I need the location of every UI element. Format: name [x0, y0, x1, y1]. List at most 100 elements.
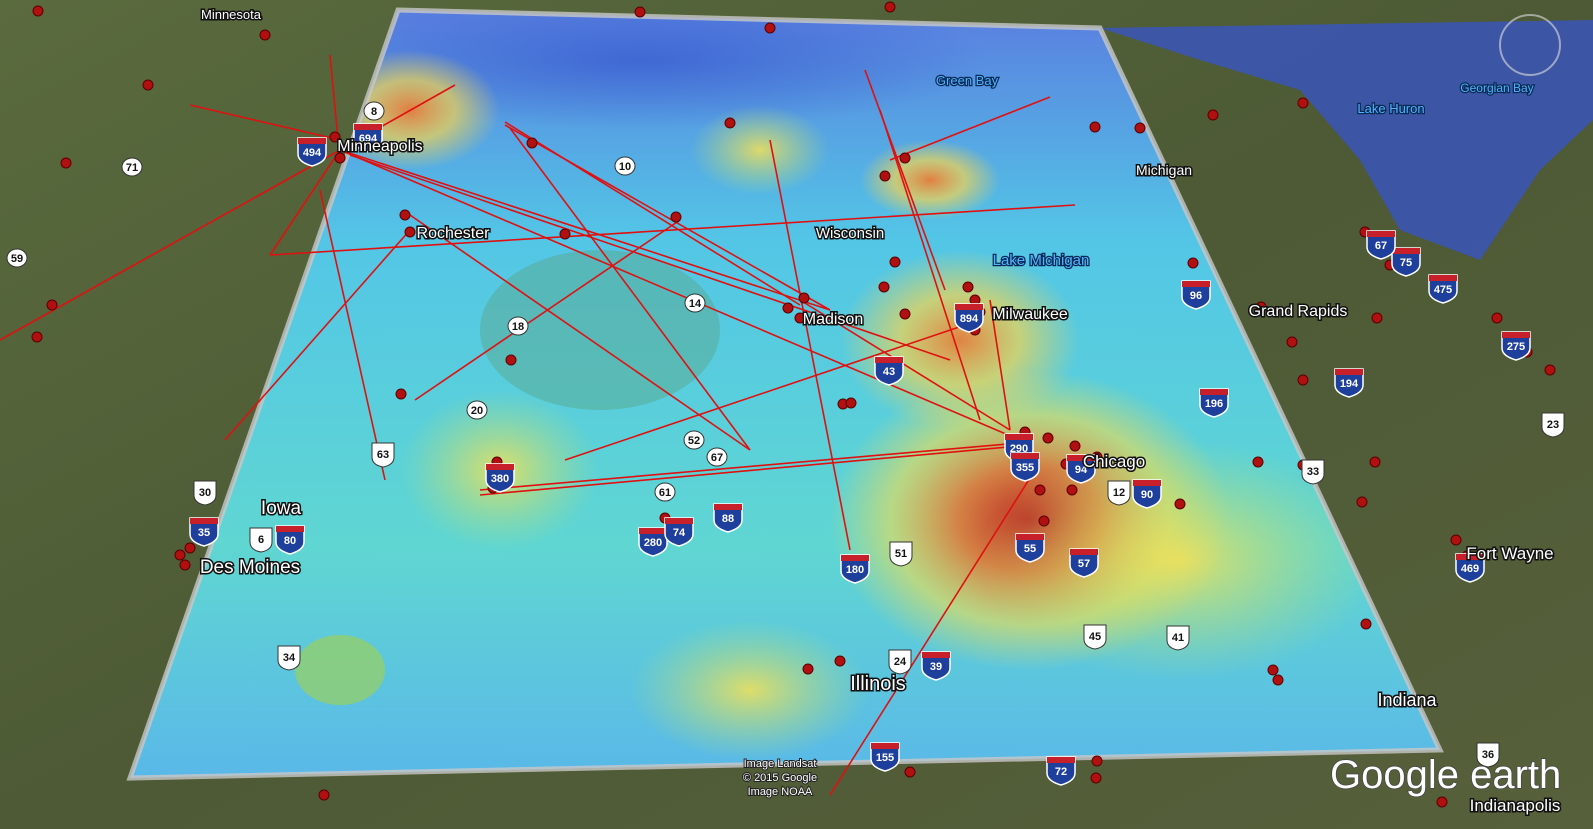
connection-line: [339, 149, 1021, 441]
interstate-shield: [664, 517, 694, 547]
data-point: [179, 559, 191, 571]
state-shield: [466, 400, 488, 420]
us-shield: [888, 649, 912, 675]
shield-number: 469: [1461, 563, 1479, 575]
shield-number: 67: [711, 452, 723, 464]
place-label: Illinois: [850, 673, 906, 695]
interstate-shield-top: [1502, 332, 1530, 338]
shield-number: 63: [377, 449, 389, 461]
shield-number: 290: [1010, 443, 1028, 455]
us-shield: [277, 645, 301, 671]
connection-line: [509, 127, 751, 451]
interstate-shield-top: [1047, 757, 1075, 763]
shield-number: 61: [659, 487, 671, 499]
shield-number: 90: [1141, 489, 1153, 501]
place-label: Rochester: [417, 225, 491, 242]
connection-line: [829, 469, 1036, 796]
data-point: [1034, 484, 1046, 496]
connection-line: [564, 319, 981, 461]
shield-number: 39: [930, 661, 942, 673]
data-point: [1089, 121, 1101, 133]
interstate-shield: [638, 527, 668, 557]
place-label: Indiana: [1377, 690, 1437, 710]
place-label: Minneapolis: [337, 138, 422, 155]
state-shield: [507, 316, 529, 336]
heat-blob: [480, 250, 720, 410]
shield-number: 43: [883, 366, 895, 378]
interstate-shield-top: [1133, 480, 1161, 486]
road-shields: 8 694 494 71 10 59 14 18 20 63 52 67 61 88 280 74 30 35 6 8…: [6, 101, 1565, 786]
us-shield: [1107, 480, 1131, 506]
shield-number: 14: [689, 298, 702, 310]
us-shield: [1083, 624, 1107, 650]
place-label: Chicago: [1083, 452, 1145, 471]
interstate-shield: [485, 463, 515, 493]
data-point: [1207, 109, 1219, 121]
heat-blob: [690, 105, 830, 195]
shield-number: 694: [359, 133, 378, 145]
interstate-shield-top: [871, 743, 899, 749]
heat-blob: [860, 140, 1000, 220]
interstate-shield: [1334, 368, 1364, 398]
data-point: [399, 209, 411, 221]
shield-number: 894: [960, 313, 979, 325]
data-point: [1369, 456, 1381, 468]
shield-number: 41: [1172, 632, 1184, 644]
shield-number: 94: [1075, 464, 1088, 476]
data-point: [174, 549, 186, 561]
data-point: [32, 5, 44, 17]
shield-number: 12: [1113, 487, 1125, 499]
place-label: Lake Huron: [1357, 101, 1424, 116]
interstate-shield-top: [1011, 453, 1039, 459]
data-point: [1436, 796, 1448, 808]
interstate-shield-top: [1070, 549, 1098, 555]
us-shield: [371, 442, 395, 468]
data-point: [670, 211, 682, 223]
compass[interactable]: [1499, 14, 1561, 76]
interstate-shield: [1455, 553, 1485, 583]
place-label: Indianapolis: [1470, 796, 1561, 815]
shield-number: 33: [1307, 466, 1319, 478]
data-point: [1286, 336, 1298, 348]
interstate-shield-top: [190, 518, 218, 524]
shield-number: 355: [1016, 462, 1034, 474]
data-point: [904, 766, 916, 778]
data-point: [1174, 498, 1186, 510]
interstate-shield: [1066, 454, 1096, 484]
connection-line: [879, 109, 981, 421]
data-point: [1544, 364, 1556, 376]
shield-number: 23: [1547, 419, 1559, 431]
place-label: Fort Wayne: [1466, 544, 1553, 563]
data-point: [395, 388, 407, 400]
data-point: [1297, 97, 1309, 109]
place-label: Minnesota: [201, 7, 262, 22]
data-point: [1252, 456, 1264, 468]
data-point: [1297, 374, 1309, 386]
data-point: [1267, 664, 1279, 676]
interstate-shield-top: [486, 464, 514, 470]
data-point: [802, 663, 814, 675]
state-shield: [614, 156, 636, 176]
connection-line: [329, 54, 341, 161]
interstate-shield-top: [1429, 275, 1457, 281]
interstate-shield: [189, 517, 219, 547]
shield-number: 24: [894, 656, 907, 668]
state-shield: [706, 447, 728, 467]
data-point: [1491, 312, 1503, 324]
data-point: [782, 302, 794, 314]
interstate-shield: [1010, 452, 1040, 482]
data-point: [634, 6, 646, 18]
connection-line: [479, 441, 1031, 491]
data-point: [404, 226, 416, 238]
us-shield: [1301, 459, 1325, 485]
place-labels: Minnesota Minneapolis Rochester Wisconsin Gr…: [198, 6, 1562, 817]
connection-line: [989, 299, 1011, 431]
attribution: Image Landsat: [744, 758, 817, 770]
shield-number: 275: [1507, 341, 1525, 353]
place-label: Grand Rapids: [1249, 303, 1348, 320]
shield-number: 10: [619, 161, 631, 173]
shield-number: 88: [722, 513, 734, 525]
interstate-shield: [1199, 388, 1229, 418]
